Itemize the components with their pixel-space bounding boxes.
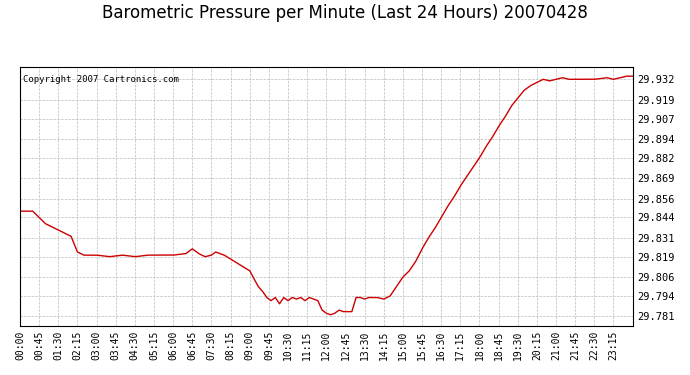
Text: Barometric Pressure per Minute (Last 24 Hours) 20070428: Barometric Pressure per Minute (Last 24 … [102, 4, 588, 22]
Text: Copyright 2007 Cartronics.com: Copyright 2007 Cartronics.com [23, 75, 179, 84]
